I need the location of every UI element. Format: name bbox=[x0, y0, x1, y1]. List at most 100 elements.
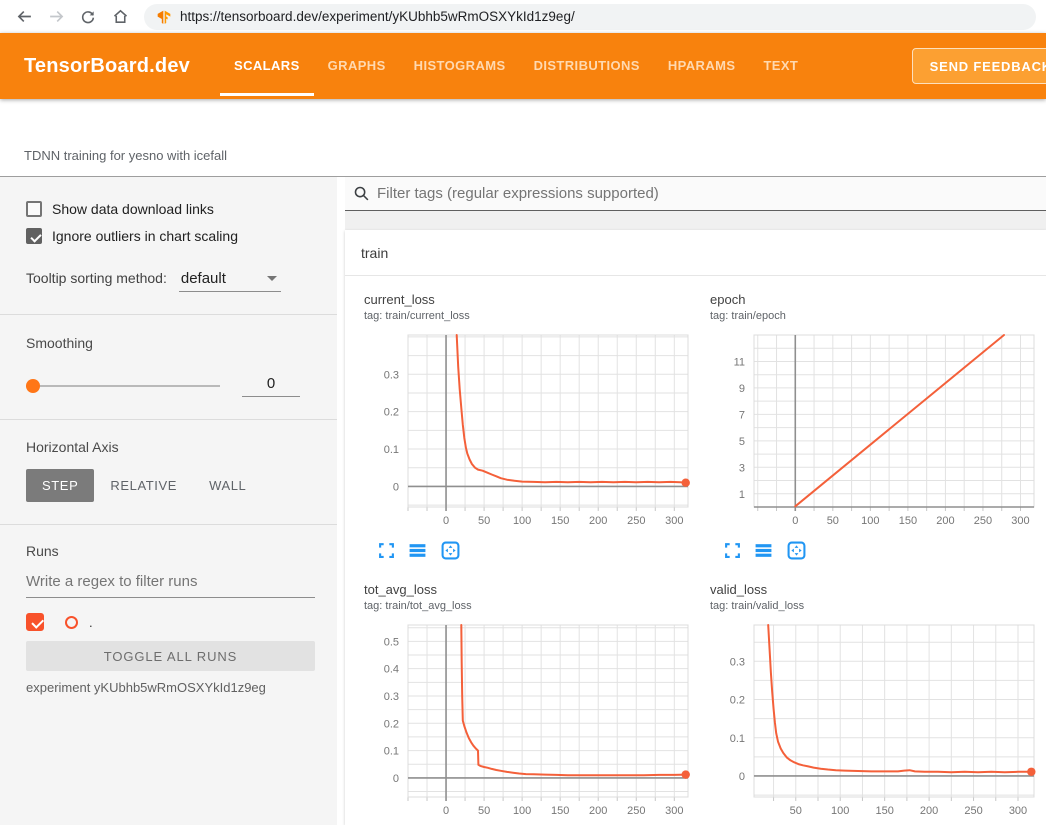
chart-tag: tag: train/current_loss bbox=[364, 310, 470, 322]
settings-sidebar: Show data download links Ignore outliers… bbox=[0, 177, 345, 825]
svg-text:200: 200 bbox=[589, 805, 607, 817]
svg-text:5: 5 bbox=[739, 436, 745, 448]
tab-text[interactable]: TEXT bbox=[763, 58, 799, 73]
run-list-item[interactable]: . bbox=[26, 613, 315, 631]
chart-tag: tag: train/valid_loss bbox=[710, 600, 805, 612]
run-name: . bbox=[89, 614, 93, 630]
tab-graphs[interactable]: GRAPHS bbox=[327, 58, 386, 73]
checkbox-unchecked-icon[interactable] bbox=[26, 201, 42, 217]
svg-text:100: 100 bbox=[861, 515, 879, 527]
svg-text:0: 0 bbox=[443, 515, 449, 527]
svg-text:0.5: 0.5 bbox=[384, 636, 399, 648]
charts-grid: current_loss tag: train/current_loss 0 50… bbox=[345, 276, 1046, 825]
svg-text:0.2: 0.2 bbox=[384, 407, 399, 419]
home-icon[interactable] bbox=[106, 4, 134, 30]
chart-title: current_loss bbox=[364, 292, 435, 307]
line-chart-valid-loss[interactable]: 50 100 150 200 250 300 0 0.1 0.2 0.3 bbox=[710, 621, 1040, 823]
chevron-down-icon bbox=[266, 276, 277, 281]
tab-distributions[interactable]: DISTRIBUTIONS bbox=[533, 58, 640, 73]
svg-text:3: 3 bbox=[739, 462, 745, 474]
svg-text:300: 300 bbox=[665, 805, 683, 817]
smoothing-slider-handle[interactable] bbox=[26, 379, 40, 393]
fullscreen-icon[interactable] bbox=[724, 542, 741, 559]
svg-text:0.1: 0.1 bbox=[384, 746, 399, 758]
show-download-links-checkbox-row[interactable]: Show data download links bbox=[26, 201, 315, 217]
svg-text:300: 300 bbox=[665, 515, 683, 527]
svg-text:0.2: 0.2 bbox=[730, 695, 745, 707]
svg-text:11: 11 bbox=[734, 356, 745, 368]
chart-title: valid_loss bbox=[710, 582, 768, 597]
svg-text:100: 100 bbox=[831, 805, 849, 817]
experiment-id-text: experiment yKUbhb5wRmOSXYkId1z9eg bbox=[26, 680, 266, 695]
svg-text:150: 150 bbox=[875, 805, 893, 817]
tensorboard-favicon bbox=[156, 9, 172, 25]
svg-text:0: 0 bbox=[393, 481, 399, 493]
smoothing-value-input[interactable]: 0 bbox=[242, 375, 300, 397]
browser-toolbar: https://tensorboard.dev/experiment/yKUbh… bbox=[0, 0, 1046, 33]
back-icon[interactable] bbox=[10, 4, 38, 30]
tooltip-sorting-label: Tooltip sorting method: bbox=[26, 270, 167, 286]
run-checkbox-checked-icon[interactable] bbox=[26, 613, 44, 631]
svg-text:1: 1 bbox=[739, 489, 745, 501]
svg-text:0: 0 bbox=[393, 773, 399, 785]
axis-relative-button[interactable]: RELATIVE bbox=[94, 469, 193, 502]
chart-card-tot-avg-loss: tot_avg_loss tag: train/tot_avg_loss 0 50… bbox=[356, 582, 702, 825]
tooltip-sorting-select[interactable]: default bbox=[178, 270, 281, 292]
line-chart-tot-avg-loss[interactable]: 0 50 100 150 200 250 300 0 0.1 0.2 0.3 0.4 0.5 bbox=[364, 621, 694, 823]
url-bar[interactable]: https://tensorboard.dev/experiment/yKUbh… bbox=[144, 3, 1036, 30]
svg-text:0: 0 bbox=[792, 515, 798, 527]
data-table-icon[interactable] bbox=[754, 541, 773, 560]
divider bbox=[0, 419, 337, 420]
svg-text:200: 200 bbox=[589, 515, 607, 527]
line-chart-current-loss[interactable]: 0 50 100 150 200 250 300 0 0.1 0.2 0.3 bbox=[364, 331, 694, 533]
svg-text:0.4: 0.4 bbox=[384, 664, 399, 676]
chart-card-current-loss: current_loss tag: train/current_loss 0 50… bbox=[356, 292, 702, 560]
tab-hparams[interactable]: HPARAMS bbox=[667, 58, 736, 73]
scalars-main-panel: train current_loss tag: train/current_lo… bbox=[345, 177, 1046, 825]
svg-text:9: 9 bbox=[739, 383, 745, 395]
train-section-header[interactable]: train bbox=[345, 230, 1046, 276]
svg-text:50: 50 bbox=[790, 805, 802, 817]
svg-text:250: 250 bbox=[964, 805, 982, 817]
fit-domain-icon[interactable] bbox=[440, 541, 461, 560]
svg-text:0.1: 0.1 bbox=[384, 444, 399, 456]
tab-histograms[interactable]: HISTOGRAMS bbox=[413, 58, 506, 73]
svg-text:0: 0 bbox=[739, 771, 745, 783]
svg-text:200: 200 bbox=[936, 515, 954, 527]
svg-text:150: 150 bbox=[899, 515, 917, 527]
checkbox-checked-icon[interactable] bbox=[26, 228, 42, 244]
svg-text:0.3: 0.3 bbox=[384, 369, 399, 381]
svg-text:0.2: 0.2 bbox=[384, 718, 399, 730]
svg-text:200: 200 bbox=[920, 805, 938, 817]
svg-text:50: 50 bbox=[478, 805, 490, 817]
chart-tag: tag: train/tot_avg_loss bbox=[364, 600, 472, 612]
smoothing-label: Smoothing bbox=[26, 335, 93, 351]
filter-tags-input[interactable] bbox=[377, 185, 1046, 202]
axis-wall-button[interactable]: WALL bbox=[193, 469, 262, 502]
line-chart-epoch[interactable]: 0 50 100 150 200 250 300 1 3 5 7 9 11 bbox=[710, 331, 1040, 533]
axis-step-button[interactable]: STEP bbox=[26, 469, 95, 502]
experiment-title: TDNN training for yesno with icefall bbox=[24, 148, 228, 163]
brand-title: TensorBoard.dev bbox=[24, 54, 190, 77]
svg-text:0.3: 0.3 bbox=[384, 691, 399, 703]
ignore-outliers-checkbox-row[interactable]: Ignore outliers in chart scaling bbox=[26, 228, 315, 244]
svg-text:250: 250 bbox=[627, 515, 645, 527]
runs-regex-input[interactable] bbox=[26, 571, 315, 598]
divider bbox=[0, 524, 337, 525]
horizontal-axis-label: Horizontal Axis bbox=[26, 439, 119, 455]
top-nav: SCALARS GRAPHS HISTOGRAMS DISTRIBUTIONS … bbox=[220, 33, 812, 99]
tab-scalars[interactable]: SCALARS bbox=[220, 33, 314, 99]
forward-icon[interactable] bbox=[42, 4, 70, 30]
smoothing-slider[interactable] bbox=[26, 379, 220, 393]
data-table-icon[interactable] bbox=[408, 541, 427, 560]
reload-icon[interactable] bbox=[74, 4, 102, 30]
fit-domain-icon[interactable] bbox=[786, 541, 807, 560]
fullscreen-icon[interactable] bbox=[378, 542, 395, 559]
train-section-card: train current_loss tag: train/current_lo… bbox=[345, 230, 1046, 825]
send-feedback-button[interactable]: SEND FEEDBACK bbox=[911, 48, 1046, 84]
toggle-all-runs-button[interactable]: TOGGLE ALL RUNS bbox=[26, 641, 315, 671]
ignore-outliers-label: Ignore outliers in chart scaling bbox=[52, 228, 238, 244]
chart-title: epoch bbox=[710, 292, 746, 307]
svg-text:300: 300 bbox=[1011, 515, 1029, 527]
chart-title: tot_avg_loss bbox=[364, 582, 437, 597]
